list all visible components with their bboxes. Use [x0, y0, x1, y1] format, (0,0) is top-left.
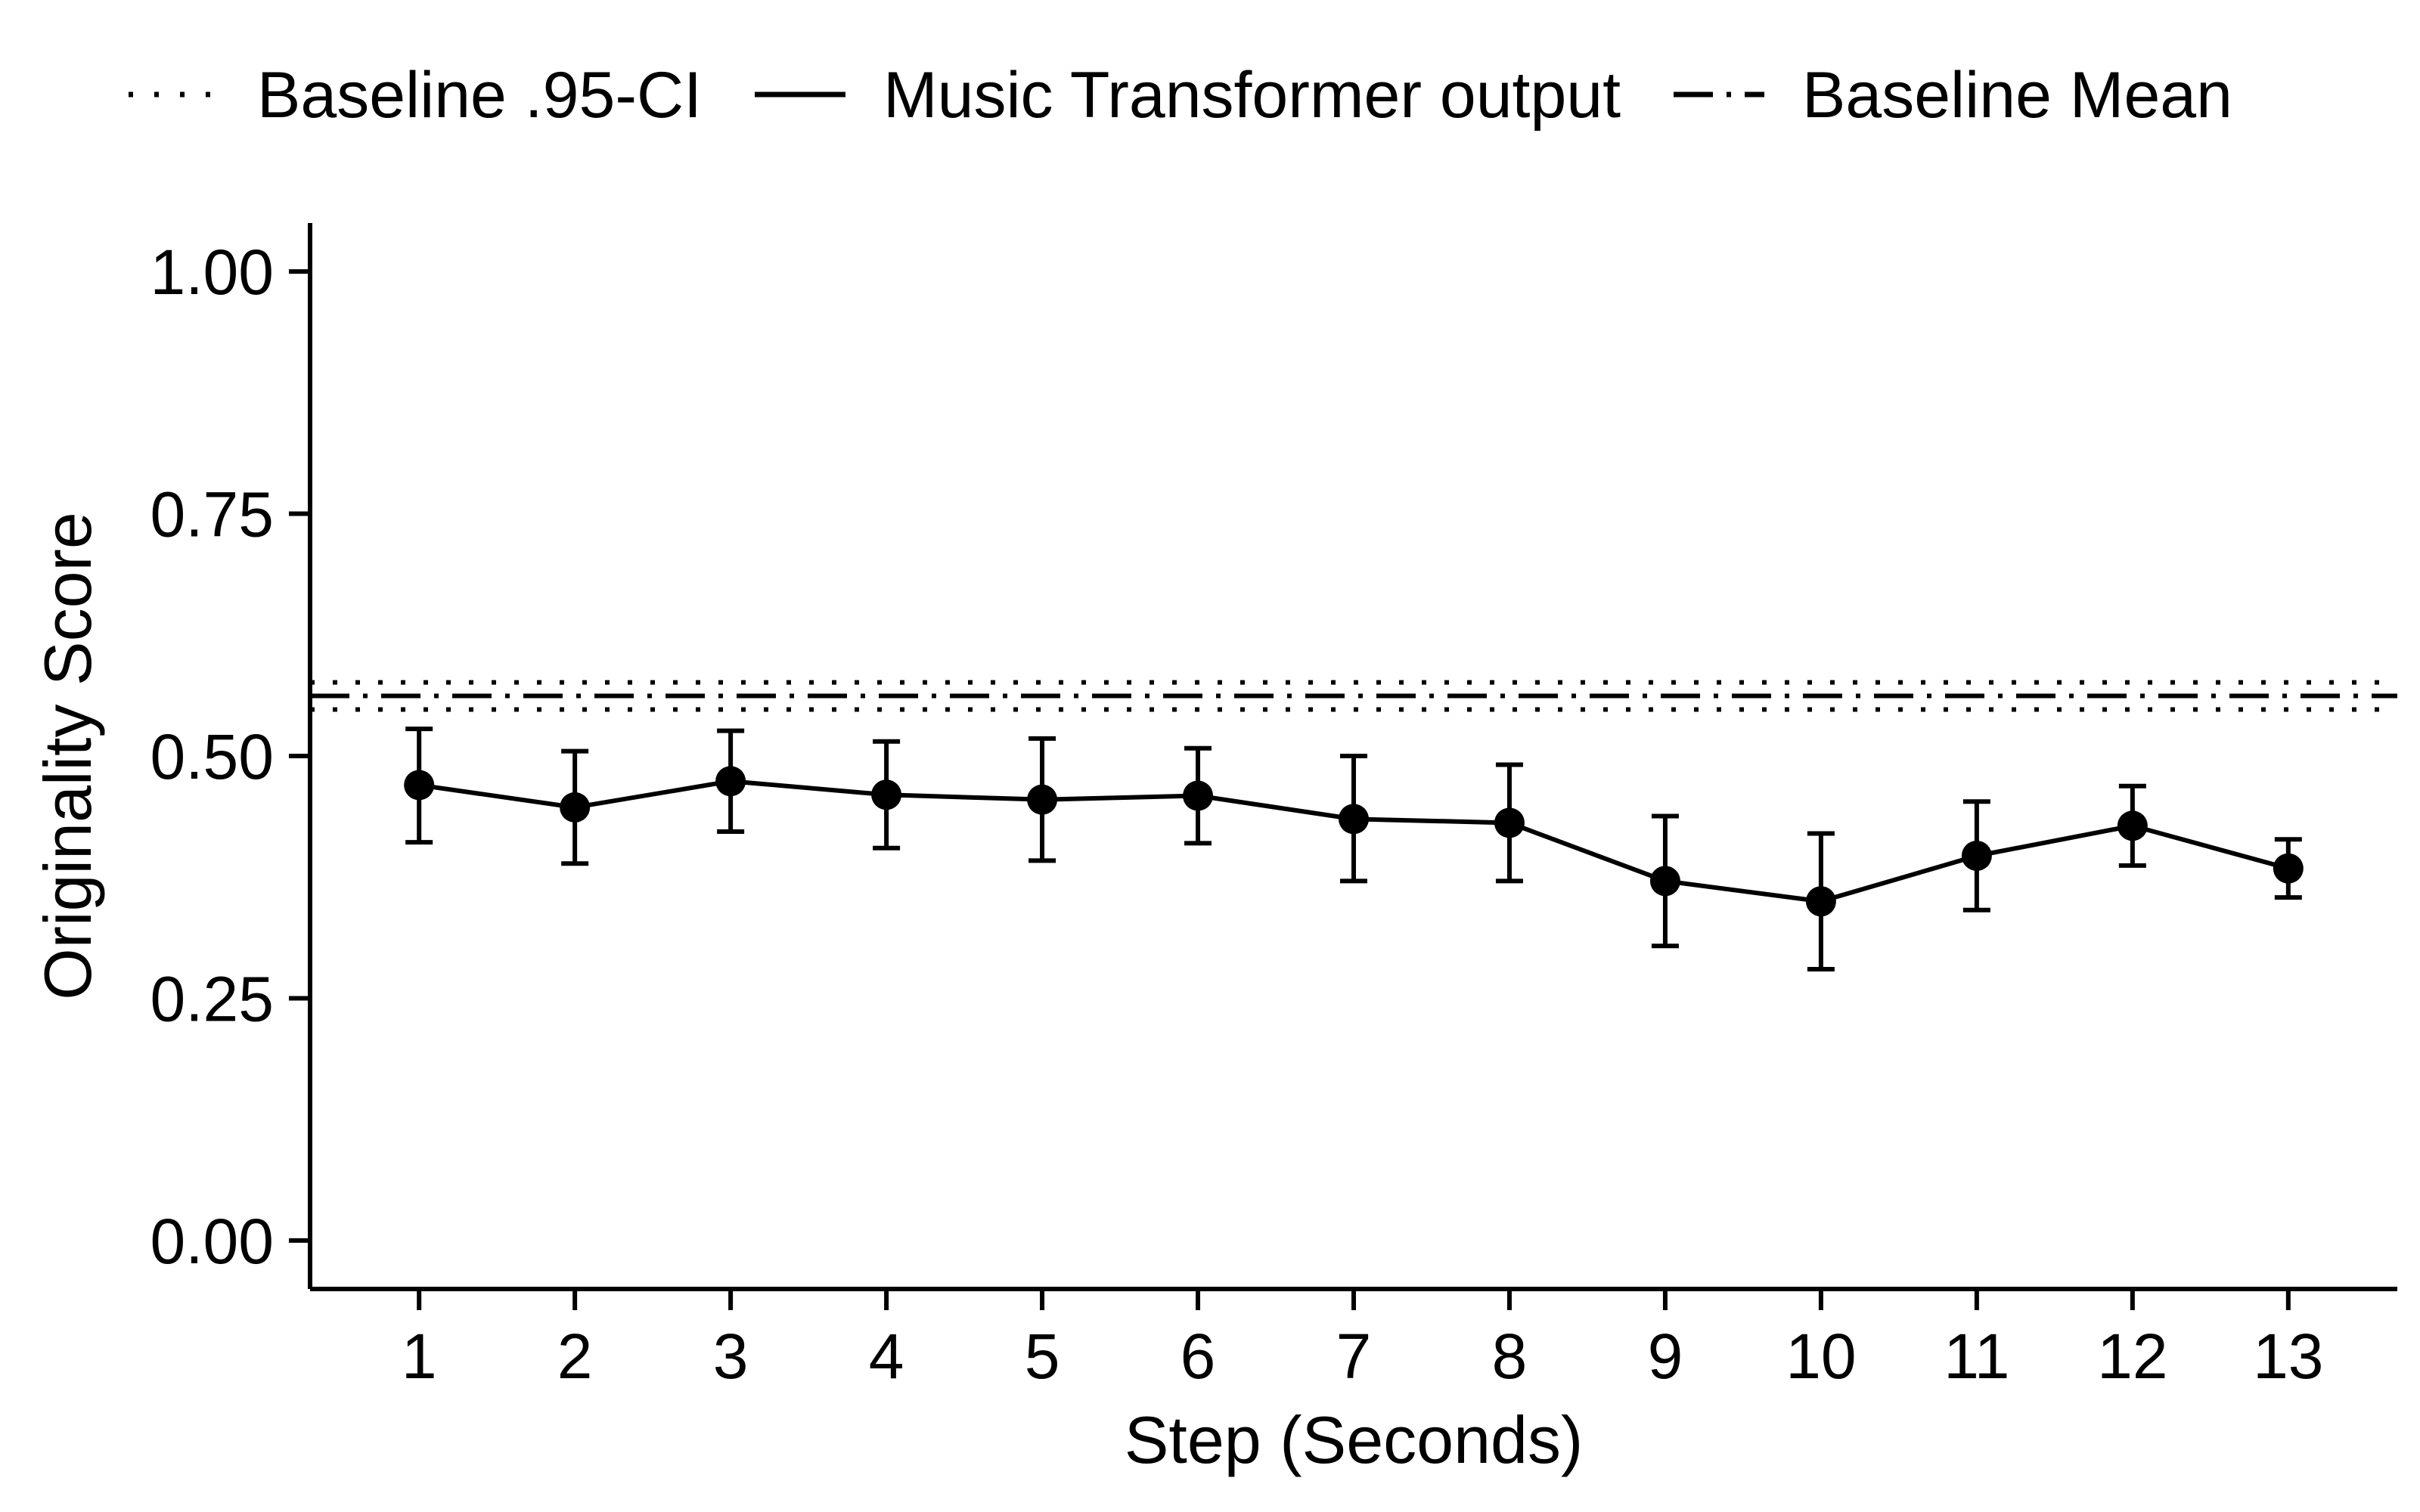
x-tick-label: 9: [1648, 1321, 1683, 1392]
data-point: [1649, 866, 1680, 897]
baseline-reference-lines: [310, 680, 2397, 712]
x-tick-label: 5: [1025, 1321, 1060, 1392]
data-point: [1805, 886, 1836, 917]
data-point: [1494, 807, 1525, 838]
data-point: [715, 766, 746, 797]
x-tick-label: 12: [2097, 1321, 2167, 1392]
data-point: [2273, 853, 2304, 884]
y-tick-label: 0.50: [150, 721, 275, 792]
x-tick-label: 2: [557, 1321, 593, 1392]
y-tick-label: 1.00: [150, 237, 275, 308]
y-tick-label: 0.25: [150, 963, 275, 1034]
x-axis-ticks: 1 2 3 4 5 6 7 8 9 10 11 12 13: [402, 1289, 2324, 1392]
data-point: [2117, 810, 2148, 841]
data-point: [1961, 841, 1992, 872]
data-point: [1027, 784, 1058, 815]
x-tick-label: 7: [1336, 1321, 1372, 1392]
x-tick-label: 13: [2253, 1321, 2323, 1392]
x-tick-label: 8: [1492, 1321, 1528, 1392]
data-point: [871, 779, 902, 810]
y-tick-label: 0.00: [150, 1206, 275, 1277]
y-axis-ticks: 0.00 0.25 0.50 0.75 1.00: [150, 237, 310, 1277]
x-axis-title: Step (Seconds): [1125, 1402, 1584, 1477]
x-tick-label: 11: [1944, 1321, 2009, 1392]
legend: Baseline .95-CI Music Transformer output…: [129, 59, 2232, 132]
x-tick-label: 1: [402, 1321, 437, 1392]
data-point: [1183, 780, 1214, 811]
x-tick-label: 10: [1786, 1321, 1856, 1392]
y-tick-label: 0.75: [150, 479, 275, 550]
data-point: [404, 770, 435, 801]
data-point: [560, 792, 591, 823]
legend-label-baseline-ci: Baseline .95-CI: [257, 59, 702, 132]
x-tick-label: 4: [869, 1321, 904, 1392]
x-tick-label: 6: [1181, 1321, 1216, 1392]
x-tick-label: 3: [713, 1321, 749, 1392]
legend-label-music-transformer-output: Music Transformer output: [883, 59, 1621, 132]
data-point: [1339, 804, 1369, 835]
music-transformer-series: [404, 727, 2304, 971]
y-axis-title: Originality Score: [30, 512, 105, 1000]
legend-label-baseline-mean: Baseline Mean: [1802, 59, 2232, 132]
